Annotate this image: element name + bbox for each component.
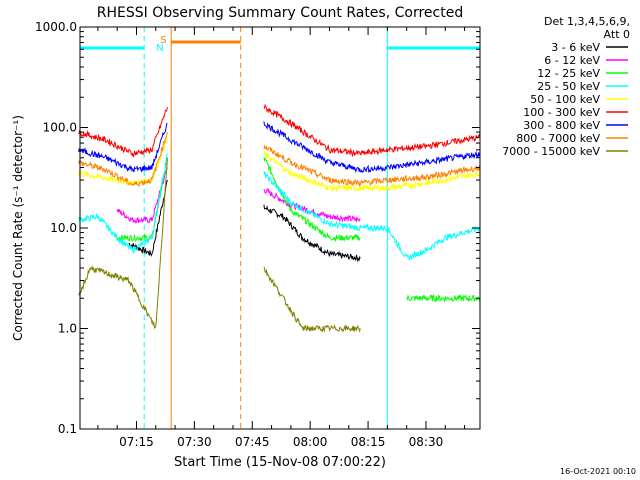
series-path [78, 106, 168, 159]
legend-label: 3 - 6 keV [551, 41, 600, 54]
legend-label: 50 - 100 keV [530, 93, 600, 106]
legend-label: 7000 - 15000 keV [502, 145, 600, 158]
series-path [263, 121, 481, 174]
series-path [406, 294, 481, 303]
series-line-8 [78, 157, 361, 333]
series-path [78, 131, 168, 187]
legend-label: 100 - 300 keV [523, 106, 600, 119]
y-tick-label: 10.0 [50, 221, 77, 235]
series-path [263, 204, 361, 263]
legend-label: 6 - 12 keV [544, 54, 600, 67]
series-line-1 [116, 167, 361, 224]
legend-label: 12 - 25 keV [537, 67, 600, 80]
x-tick-label: 08:00 [293, 435, 328, 449]
y-axis-label: Corrected Count Rate (s⁻¹ detector⁻¹) [11, 115, 25, 341]
series-path [263, 149, 481, 193]
legend-label: 800 - 7000 keV [516, 132, 600, 145]
series-path [263, 171, 481, 261]
series-line-6 [78, 121, 481, 174]
series-path [78, 153, 168, 254]
night-flag-label: N [156, 43, 163, 54]
series-path [263, 103, 481, 158]
legend-label: 300 - 800 keV [523, 119, 600, 132]
series-line-3 [78, 153, 481, 261]
x-tick-label: 08:30 [409, 435, 444, 449]
y-tick-label: 100.0 [43, 121, 77, 135]
x-tick-label: 07:30 [177, 435, 212, 449]
saa-flag-label: S [160, 35, 166, 46]
legend-header-line2: Att 0 [604, 28, 630, 41]
chart-title: RHESSI Observing Summary Count Rates, Co… [97, 5, 463, 21]
legend-label: 25 - 50 keV [537, 80, 600, 93]
y-tick-label: 1000.0 [35, 20, 77, 34]
series-path [116, 167, 168, 224]
x-axis-label: Start Time (15-Nov-08 07:00:22) [174, 455, 386, 470]
series-path [78, 157, 168, 330]
series-line-5 [78, 103, 481, 159]
legend-header-line1: Det 1,3,4,5,6,9, [544, 15, 630, 28]
series-path [263, 187, 361, 223]
x-tick-label: 07:15 [119, 435, 154, 449]
series-path [78, 122, 168, 173]
y-tick-label: 0.1 [58, 422, 77, 436]
series-path [263, 266, 361, 333]
x-tick-label: 07:45 [235, 435, 270, 449]
series-path [263, 144, 481, 187]
x-tick-label: 08:15 [351, 435, 386, 449]
y-tick-label: 1.0 [58, 322, 77, 336]
series-line-7 [78, 131, 481, 187]
footer-timestamp: 16-Oct-2021 00:10 [560, 467, 636, 476]
